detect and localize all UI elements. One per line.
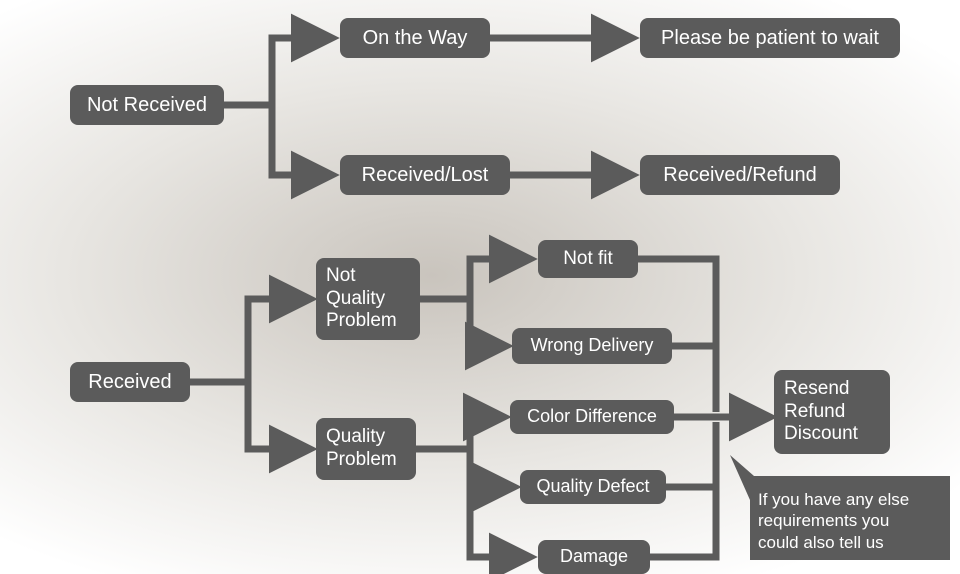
edge-received-to-quality [190,382,308,449]
node-quality: Quality Problem [316,418,416,480]
edge-not-received-to-on-the-way [224,38,330,105]
node-quality-defect: Quality Defect [520,470,666,504]
node-received-refund: Received/Refund [640,155,840,195]
edge-quality-defect-to-resend [666,422,716,487]
node-please-wait: Please be patient to wait [640,18,900,58]
node-resend: Resend Refund Discount [774,370,890,454]
node-not-fit: Not fit [538,240,638,278]
node-received: Received [70,362,190,402]
edge-quality-to-color-diff [416,417,502,449]
edge-not-quality-to-not-fit [420,259,528,299]
note-text: If you have any else requirements you co… [758,489,950,553]
edge-received-to-not-quality [190,299,308,382]
node-damage: Damage [538,540,650,574]
node-wrong-delivery: Wrong Delivery [512,328,672,364]
node-on-the-way: On the Way [340,18,490,58]
edge-not-received-to-received-lost [224,105,330,175]
node-received-lost: Received/Lost [340,155,510,195]
flowchart-canvas: Not Received On the Way Received/Lost Pleas… [0,0,960,574]
edge-not-quality-to-wrong-delivery [420,299,504,346]
node-not-received: Not Received [70,85,224,125]
node-color-diff: Color Difference [510,400,674,434]
edge-quality-to-quality-defect [416,449,512,487]
node-not-quality: Not Quality Problem [316,258,420,340]
edge-quality-to-damage [416,449,528,557]
